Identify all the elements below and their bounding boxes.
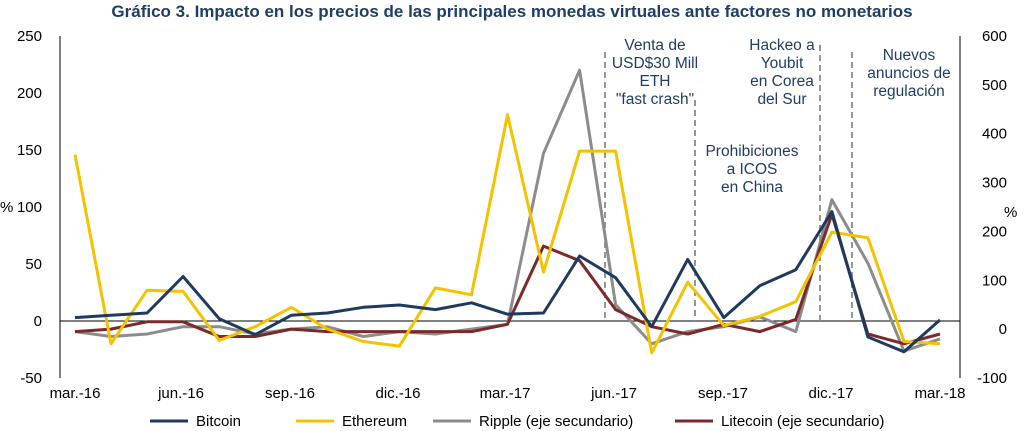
y2-axis-label: % bbox=[1004, 204, 1017, 221]
annotation-line: Hackeo a bbox=[749, 37, 815, 54]
annotation-line: en Corea bbox=[750, 73, 814, 90]
y2-tick-label: 200 bbox=[982, 223, 1007, 240]
annotation-line: Youbit bbox=[761, 55, 804, 72]
x-tick-label: dic.-16 bbox=[375, 385, 420, 402]
x-tick-label: mar.-16 bbox=[50, 385, 101, 402]
x-tick-label: sep.-17 bbox=[698, 385, 748, 402]
legend-item-ethereum: Ethereum bbox=[296, 413, 407, 430]
legend-label: Litecoin (eje secundario) bbox=[721, 413, 884, 430]
y2-tick-label: 500 bbox=[982, 77, 1007, 94]
annotation-line: del Sur bbox=[757, 91, 806, 108]
y2-tick-label: 100 bbox=[982, 272, 1007, 289]
annotation-line: USD$30 Mill bbox=[612, 55, 698, 72]
legend-label: Ethereum bbox=[342, 413, 407, 430]
x-tick-label: jun.-17 bbox=[590, 385, 637, 402]
series-line-ripple bbox=[74, 68, 941, 353]
chart-title: Gráfico 3. Impacto en los precios de las… bbox=[111, 2, 913, 21]
x-tick-label: dic.-17 bbox=[808, 385, 853, 402]
y-tick-label: 50 bbox=[25, 256, 42, 273]
series-line-bitcoin bbox=[74, 210, 941, 354]
annotation-line: "fast crash" bbox=[616, 91, 694, 108]
legend: Bitcoin Ethereum Ripple (eje secundario) Li… bbox=[150, 413, 884, 430]
legend-label: Ripple (eje secundario) bbox=[479, 413, 633, 430]
y-tick-label: 200 bbox=[17, 85, 42, 102]
legend-label: Bitcoin bbox=[196, 413, 241, 430]
series-lines bbox=[73, 68, 941, 355]
x-tick-label: sep.-16 bbox=[265, 385, 315, 402]
y-axis-label: % bbox=[0, 199, 13, 216]
series-line-litecoin bbox=[74, 212, 941, 346]
annotation-line: regulación bbox=[873, 83, 945, 100]
annotation-line: Nuevos bbox=[883, 47, 936, 64]
annotation-line: en China bbox=[721, 179, 783, 196]
annotation-line: Venta de bbox=[624, 37, 685, 54]
legend-item-litecoin: Litecoin (eje secundario) bbox=[675, 413, 884, 430]
y2-tick-label: 300 bbox=[982, 175, 1007, 192]
y2-tick-label: 400 bbox=[982, 126, 1007, 143]
y-tick-label: 100 bbox=[17, 199, 42, 216]
legend-item-bitcoin: Bitcoin bbox=[150, 413, 241, 430]
annotation-line: ETH bbox=[640, 73, 671, 90]
x-tick-label: mar.-17 bbox=[480, 385, 531, 402]
y-tick-label: 0 bbox=[34, 313, 42, 330]
series-line-ethereum bbox=[73, 113, 941, 355]
y-tick-label: 250 bbox=[17, 28, 42, 45]
annotation-line: Prohibiciones bbox=[705, 143, 798, 160]
tick-labels: 250200150100500-50%6005004003002001000-1… bbox=[0, 28, 1017, 402]
y2-tick-label: 0 bbox=[999, 321, 1007, 338]
legend-item-ripple: Ripple (eje secundario) bbox=[433, 413, 633, 430]
y2-tick-label: 600 bbox=[982, 28, 1007, 45]
x-tick-label: mar.-18 bbox=[915, 385, 966, 402]
y-tick-label: -50 bbox=[20, 370, 42, 387]
annotation-line: anuncios de bbox=[867, 65, 951, 82]
annotation-line: a ICOS bbox=[727, 161, 778, 178]
x-tick-label: jun.-16 bbox=[157, 385, 204, 402]
y-tick-label: 150 bbox=[17, 142, 42, 159]
y2-tick-label: -100 bbox=[977, 370, 1007, 387]
